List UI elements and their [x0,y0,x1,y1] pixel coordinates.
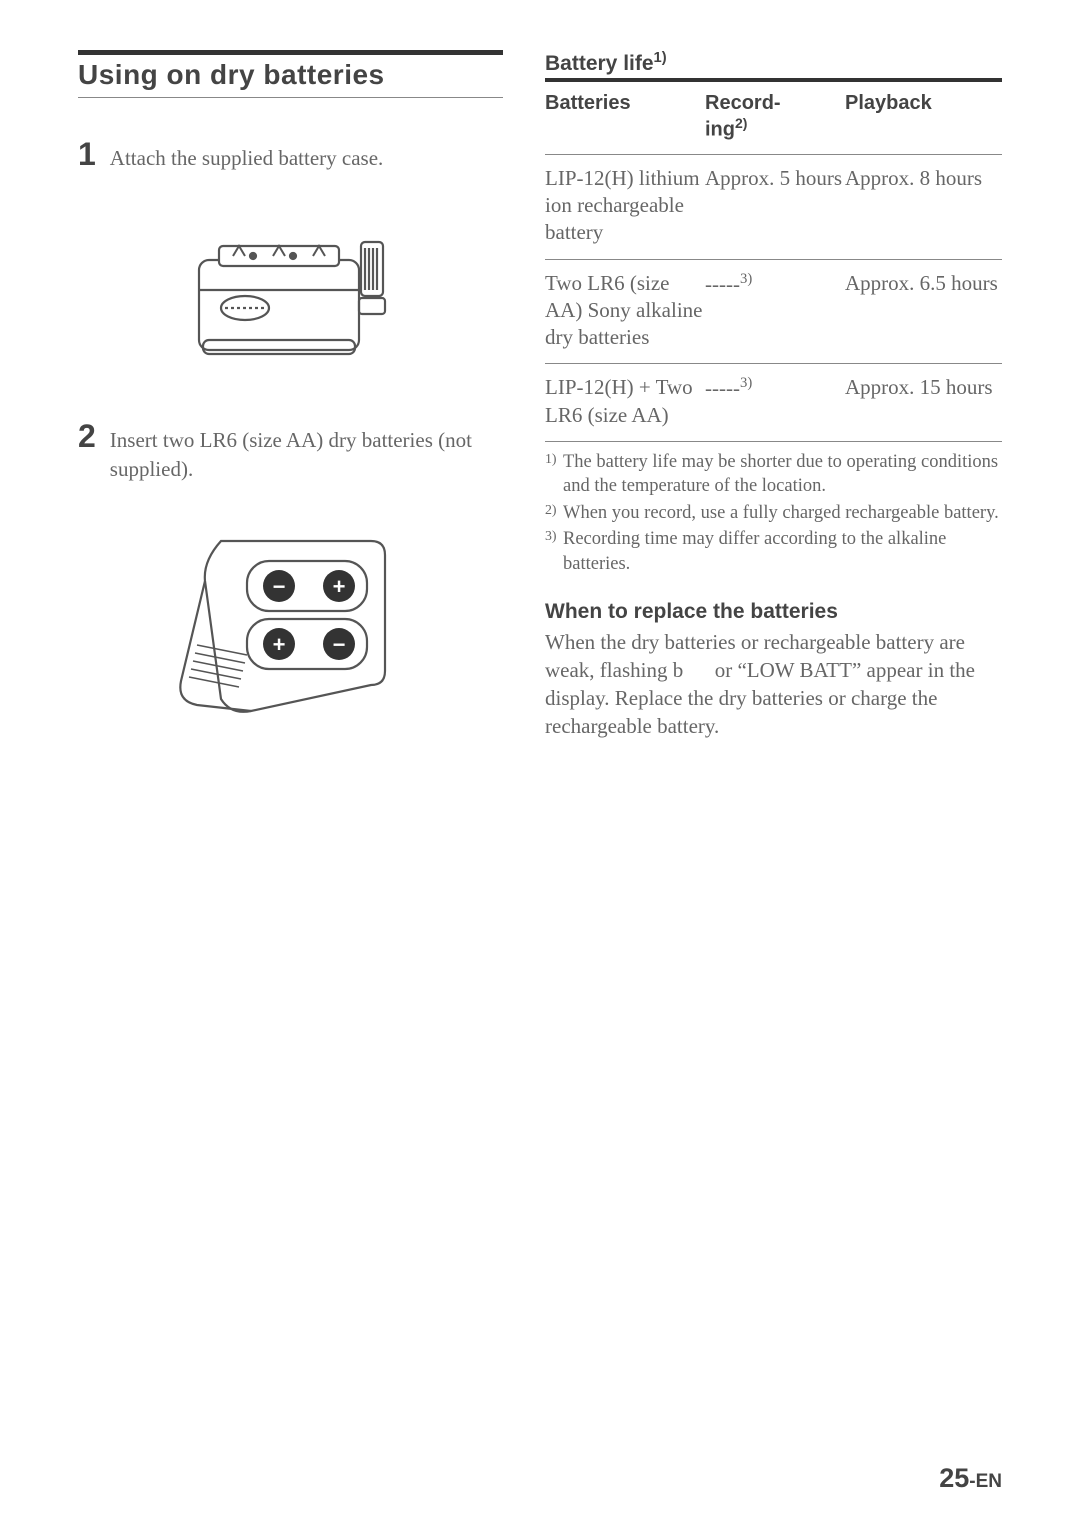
battery-life-table: Batteries Record- ing2) Playback LIP-12(… [545,78,1002,442]
table-header-recording: Record- ing2) [705,92,845,142]
table-cell: Approx. 6.5 hours [845,270,1002,297]
table-cell-sup: 3) [740,375,752,391]
step-2: 2 Insert two LR6 (size AA) dry batteries… [78,420,503,483]
page-number-value: 25 [939,1463,969,1493]
page-number: 25-EN [939,1463,1002,1494]
footnote-mark: 2) [545,502,563,526]
title-rule [78,50,503,55]
table-header-recording-line2: ing [705,119,735,141]
table-cell: Approx. 8 hours [845,165,1002,192]
footnote-text: Recording time may differ according to t… [563,527,1002,576]
table-cell: -----3) [705,374,845,402]
table-cell: -----3) [705,270,845,298]
table-rule [545,441,1002,442]
battery-life-heading: Battery life1) [545,50,1002,76]
left-column: Using on dry batteries 1 Attach the supp… [78,50,503,781]
footnote: 2) When you record, use a fully charged … [545,501,1002,525]
footnote-text: When you record, use a fully charged rec… [563,501,1002,525]
section-title: Using on dry batteries [78,59,503,98]
illustration-insert-batteries: − + + − [161,501,421,741]
table-header-batteries: Batteries [545,92,705,115]
table-cell-value: ----- [705,272,740,296]
footnote: 3) Recording time may differ according t… [545,527,1002,576]
replace-heading: When to replace the batteries [545,600,1002,624]
svg-text:−: − [272,574,285,599]
footnote-mark: 3) [545,528,563,577]
footnotes: 1) The battery life may be shorter due t… [545,450,1002,576]
svg-text:+: + [332,574,345,599]
illustration-battery-case [161,190,421,380]
table-row: LIP-12(H) lithium ion rechargeable batte… [545,155,1002,259]
footnote-text: The battery life may be shorter due to o… [563,450,1002,499]
table-header-recording-line1: Record- [705,92,781,114]
battery-life-heading-text: Battery life [545,52,654,75]
table-row: Two LR6 (size AA) Sony alkaline dry batt… [545,260,1002,364]
replace-body: When the dry batteries or rechargeable b… [545,628,1002,741]
step-number: 1 [78,138,96,170]
step-number: 2 [78,420,96,452]
table-header-recording-sup: 2) [735,115,747,131]
table-cell: LIP-12(H) + Two LR6 (size AA) [545,374,705,429]
step-text: Attach the supplied battery case. [110,138,383,172]
step-text: Insert two LR6 (size AA) dry batteries (… [110,420,503,483]
table-cell-sup: 3) [740,271,752,287]
table-cell: Approx. 5 hours [705,165,845,192]
battery-life-heading-sup: 1) [654,50,667,66]
page-number-suffix: -EN [969,1471,1002,1492]
table-cell: Two LR6 (size AA) Sony alkaline dry batt… [545,270,705,352]
table-cell-value: ----- [705,376,740,400]
table-row: LIP-12(H) + Two LR6 (size AA) -----3) Ap… [545,364,1002,441]
table-cell: LIP-12(H) lithium ion rechargeable batte… [545,165,705,247]
right-column: Battery life1) Batteries Record- ing2) P… [545,50,1002,781]
svg-text:−: − [332,632,345,657]
table-cell: Approx. 15 hours [845,374,1002,401]
footnote-mark: 1) [545,451,563,500]
footnote: 1) The battery life may be shorter due t… [545,450,1002,499]
table-header-playback: Playback [845,92,1002,115]
step-1: 1 Attach the supplied battery case. [78,138,503,172]
table-header-row: Batteries Record- ing2) Playback [545,82,1002,154]
svg-text:+: + [272,632,285,657]
